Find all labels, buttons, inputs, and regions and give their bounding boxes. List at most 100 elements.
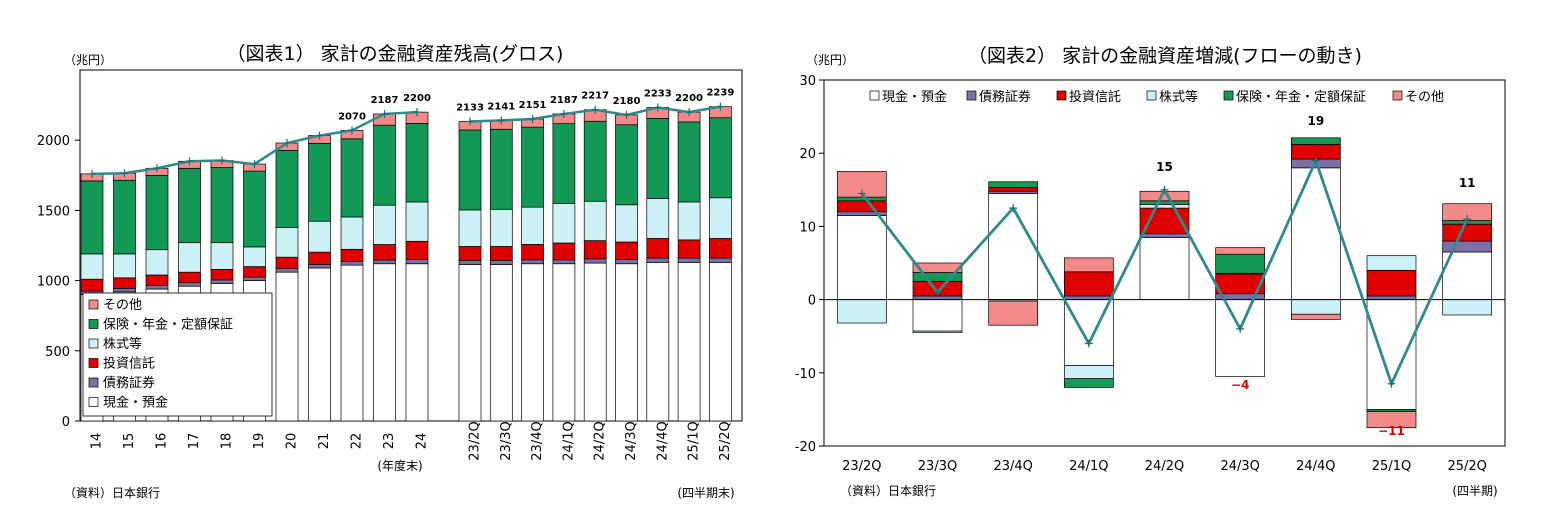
chart2-bar-7-s1 — [1366, 295, 1417, 300]
chart1-xtick-label-10: 24 — [415, 433, 430, 450]
chart2-bar-5-s4 — [1215, 253, 1266, 274]
chart1-legend-swatch-5 — [88, 397, 99, 407]
chart2-bar-0-s0 — [836, 215, 887, 300]
chart2-bar-3-s5 — [1063, 257, 1114, 273]
chart1-line-marker-7 — [315, 131, 324, 140]
chart2-bar-3-s2 — [1063, 271, 1114, 297]
chart2-total-label-8: 11 — [1459, 176, 1476, 190]
chart1-xtick-label-12: 23/3Q — [499, 421, 514, 460]
chart1-xtick-label-5: 19 — [252, 433, 267, 450]
chart2-legend-label-0: 現金・預金 — [882, 89, 947, 105]
chart2-legend-label-2: 投資信託 — [1069, 89, 1121, 105]
chart1-total-label-16: 2180 — [613, 96, 641, 107]
chart1-xtick-label-0: 14 — [90, 433, 105, 450]
chart2-line-marker-6 — [1311, 156, 1320, 165]
chart2-bar-1-s0 — [912, 299, 963, 332]
chart2-legend-label-1: 債務証券 — [979, 89, 1031, 105]
chart2-legend-swatch-4 — [1223, 90, 1234, 101]
chart1-total-label-13: 2151 — [519, 100, 547, 111]
chart1-ytick-label-3: 1500 — [37, 204, 70, 219]
chart2-legend-swatch-3 — [1146, 90, 1157, 101]
chart2-legend-swatch-2 — [1056, 90, 1067, 101]
chart1-total-label-12: 2141 — [487, 101, 515, 112]
chart2-xtick-label-2: 23/4Q — [993, 459, 1032, 474]
chart2-title: （図表2） 家計の金融資産増減(フローの動き) — [968, 45, 1362, 67]
chart2-bar-6-s4 — [1290, 137, 1341, 145]
chart2-bar-2-s5 — [988, 300, 1039, 326]
chart1-quarter-note: (四半期末) — [677, 486, 734, 500]
chart2-legend-label-4: 保険・年金・定額保証 — [1236, 89, 1366, 105]
chart2-line-marker-3 — [1084, 339, 1093, 348]
chart2-bar-2-s2 — [988, 187, 1039, 192]
chart2-total-label-6: 19 — [1307, 114, 1324, 128]
chart2-bar-5-s0 — [1215, 299, 1266, 377]
chart2-bar-6-s0 — [1290, 167, 1341, 300]
chart1-total-label-8: 2070 — [338, 111, 366, 122]
chart2-bar-0-s3 — [836, 299, 887, 324]
chart1-ylabel: （兆円） — [64, 53, 112, 67]
chart1-annual-note: (年度末) — [377, 458, 422, 473]
chart2-bar-8-s3 — [1442, 299, 1493, 316]
chart1-legend-swatch-1 — [88, 319, 99, 329]
chart1-legend-box — [82, 292, 273, 417]
chart1-line-marker-18 — [685, 108, 694, 117]
chart1-line-marker-10 — [413, 108, 421, 117]
chart2-plot-frame — [823, 79, 1506, 447]
chart2-line-marker-4 — [1160, 185, 1169, 194]
chart2-xtick-label-6: 24/4Q — [1296, 459, 1335, 474]
chart1-legend-swatch-4 — [88, 377, 99, 388]
chart1-line-marker-17 — [653, 103, 662, 112]
chart1-legend-swatch-2 — [88, 338, 99, 349]
chart1-xtick-label-11: 23/2Q — [468, 421, 483, 460]
chart2-bar-7-s5 — [1366, 411, 1417, 429]
chart-stock-balance: （図表1） 家計の金融資産残高(グロス) （兆円） 0 500 1000 1500 2000… — [37, 43, 743, 500]
chart2-xtick-label-7: 25/1Q — [1372, 459, 1411, 474]
chart2-line-marker-7 — [1387, 379, 1396, 388]
chart2-line-marker-1 — [933, 288, 942, 297]
chart1-ytick-label-1: 500 — [45, 345, 70, 360]
chart2-ytick-label-0: -20 — [795, 440, 816, 455]
chart1-legend-swatch-0 — [88, 299, 99, 310]
chart2-line-marker-0 — [857, 189, 866, 198]
chart1-legend-label-2: 株式等 — [103, 336, 142, 352]
chart1-xtick-label-13: 23/4Q — [530, 421, 545, 460]
chart2-legend-swatch-5 — [1392, 90, 1403, 101]
chart1-line-marker-13 — [528, 115, 537, 123]
chart2-xtick-label-1: 23/3Q — [918, 459, 957, 474]
chart2-xtick-label-0: 23/2Q — [842, 459, 881, 474]
chart2-bar-1-s3 — [912, 330, 963, 333]
chart1-line-marker-6 — [283, 139, 291, 148]
chart1-title: （図表1） 家計の金融資産残高(グロス) — [227, 43, 564, 65]
chart1-legend-label-0: その他 — [103, 298, 142, 313]
chart2-bar-8-s2 — [1442, 223, 1493, 242]
chart1-legend-swatch-3 — [88, 358, 99, 368]
chart1-line-marker-3 — [185, 157, 194, 166]
chart1-total-label-19: 2239 — [706, 88, 734, 99]
chart1-line-marker-12 — [497, 116, 506, 125]
chart2-ytick-label-5: 30 — [799, 74, 816, 89]
chart2-bar-2-s4 — [988, 181, 1039, 188]
chart2-xtick-label-3: 24/1Q — [1069, 459, 1108, 474]
chart2-bar-0-s5 — [836, 171, 887, 198]
chart1-xtick-label-1: 15 — [122, 433, 137, 450]
chart1-legend-label-4: 債務証券 — [103, 375, 155, 391]
chart1-legend-label-3: 投資信託 — [103, 356, 155, 372]
chart1-legend-label-1: 保険・年金・定額保証 — [103, 317, 233, 333]
chart2-ytick-label-4: 20 — [799, 147, 816, 162]
chart2-bar-4-s1 — [1139, 233, 1190, 238]
chart1-total-label-15: 2217 — [581, 91, 609, 102]
chart1-legend-label-5: 現金・預金 — [103, 395, 168, 411]
chart2-bar-3-s4 — [1063, 378, 1114, 388]
chart1-xtick-label-15: 24/2Q — [593, 421, 608, 460]
chart1-line-marker-11 — [466, 117, 474, 126]
chart2-ytick-label-2: 0 — [808, 294, 816, 309]
chart2-bar-1-s5 — [912, 262, 963, 273]
chart1-xtick-label-19: 25/2Q — [718, 421, 733, 460]
chart2-ytick-label-3: 10 — [799, 220, 816, 235]
chart2-bar-4-s0 — [1139, 237, 1190, 300]
chart2-legend-label-3: 株式等 — [1159, 89, 1198, 105]
chart2-source: （資料）日本銀行 — [840, 484, 936, 498]
chart1-line-marker-8 — [348, 126, 356, 135]
chart1-xtick-label-4: 18 — [220, 433, 235, 450]
chart1-ytick-label-2: 1000 — [37, 275, 70, 290]
